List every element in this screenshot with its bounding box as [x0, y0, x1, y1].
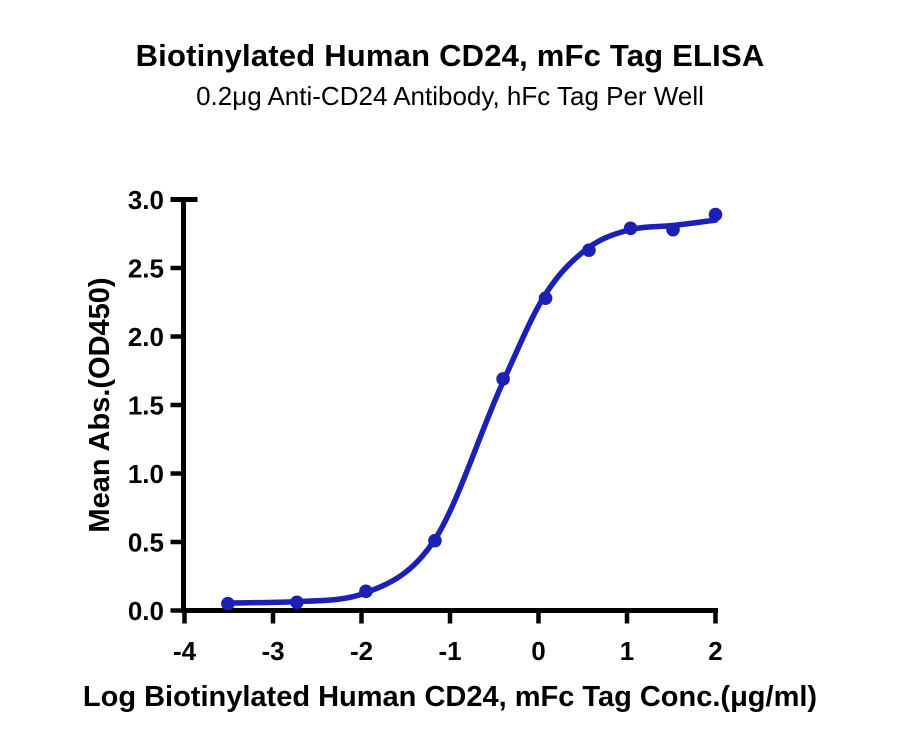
x-tick-label: -2 [350, 636, 373, 666]
y-tick-label: 0.5 [128, 528, 164, 558]
y-tick-label: 1.5 [128, 391, 164, 421]
data-point [290, 595, 304, 610]
x-tick-label: 0 [531, 636, 545, 666]
data-point [666, 222, 680, 237]
x-tick-label: -3 [261, 636, 284, 666]
y-tick-label: 0.0 [128, 596, 164, 626]
data-point [623, 221, 638, 236]
x-axis-title: Log Biotinylated Human CD24, mFc Tag Con… [82, 681, 818, 713]
data-point [359, 584, 373, 599]
y-tick-label: 3.0 [128, 185, 164, 215]
y-tick-label: 2.0 [128, 322, 164, 352]
data-point [582, 243, 596, 257]
data-point [708, 207, 723, 222]
chart-title: Biotinylated Human CD24, mFc Tag ELISA [135, 38, 765, 73]
data-point [496, 372, 510, 386]
y-tick-label: 1.0 [128, 459, 164, 489]
chart-subtitle: 0.2μg Anti-CD24 Antibody, hFc Tag Per We… [196, 81, 704, 111]
x-tick-label: 1 [620, 636, 634, 666]
x-tick-label: 2 [708, 636, 722, 666]
y-tick-label: 2.5 [128, 254, 164, 284]
data-point [538, 291, 553, 305]
fit-curve-line [225, 217, 719, 606]
x-tick-label: -1 [438, 636, 461, 666]
x-tick-label: -4 [173, 636, 197, 666]
data-point [428, 533, 442, 548]
data-point [221, 596, 235, 611]
